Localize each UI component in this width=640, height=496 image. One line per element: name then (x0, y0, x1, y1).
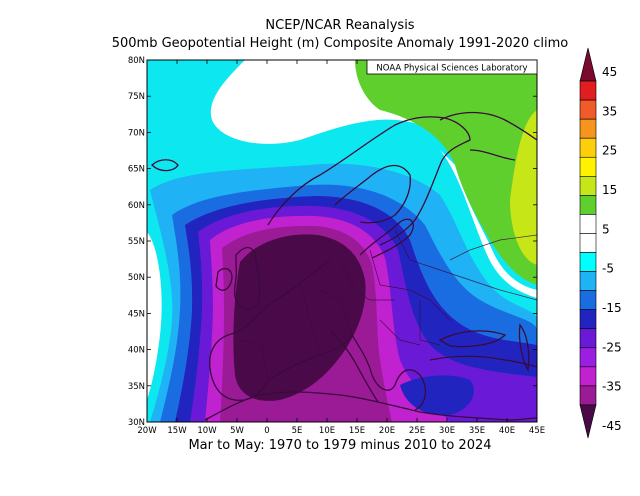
colorbar-swatch (579, 271, 597, 291)
colorbar-swatch (579, 252, 597, 272)
colorbar-label: 15 (602, 183, 617, 197)
colorbar-swatch (579, 328, 597, 349)
colorbar-swatch (579, 176, 597, 196)
lon-label: 10E (319, 426, 335, 436)
colorbar-swatch (579, 366, 597, 387)
lat-label: 45N (128, 309, 145, 319)
colorbar-swatch (579, 156, 597, 177)
lon-label: 15W (167, 426, 187, 436)
chart-footer: Mar to May: 1970 to 1979 minus 2010 to 2… (188, 438, 492, 453)
lon-label: 15E (349, 426, 365, 436)
lon-label: 40E (499, 426, 515, 436)
colorbar-swatch (579, 47, 597, 82)
credit-text: NOAA Physical Sciences Laboratory (376, 64, 527, 74)
contour-fill-minus30-se (400, 375, 474, 416)
lat-label: 35N (128, 382, 145, 392)
colorbar-swatch (579, 309, 597, 330)
anomaly-field (147, 60, 537, 422)
colorbar-swatch (579, 233, 597, 253)
lat-label: 40N (128, 346, 145, 356)
lat-label: 55N (128, 237, 145, 247)
colorbar-label: -45 (602, 419, 622, 433)
lat-label: 30N (128, 418, 145, 428)
colorbar-label: -35 (602, 380, 622, 394)
lon-label: 35E (469, 426, 485, 436)
colorbar-label: -15 (602, 301, 622, 315)
colorbar-label: 25 (602, 144, 617, 158)
country-borders (239, 229, 537, 381)
colorbar-swatch (579, 137, 597, 158)
credit-box (366, 59, 538, 75)
lon-label: 10W (197, 426, 217, 436)
chart-title: NCEP/NCAR Reanalysis (265, 18, 415, 33)
lon-label: 5W (230, 426, 244, 436)
contour-fill-plus10 (355, 60, 537, 285)
lon-label: 30E (439, 426, 455, 436)
lat-label: 60N (128, 201, 145, 211)
lat-label: 65N (128, 165, 145, 175)
colorbar: 45 35 25 15 5 -5 -15 -25 -35 -45 (579, 47, 622, 439)
colorbar-swatch (579, 118, 597, 139)
chart-subtitle: 500mb Geopotential Height (m) Composite … (111, 36, 569, 51)
colorbar-swatch (579, 290, 597, 310)
colorbar-label: -25 (602, 340, 622, 354)
axis-ticks (146, 59, 538, 423)
latitude-labels: 80N 75N 70N 65N 60N 55N 50N 45N 40N 35N 30N (128, 56, 145, 428)
colorbar-label: 45 (602, 65, 617, 79)
lat-label: 80N (128, 56, 145, 66)
lon-label: 0 (264, 426, 269, 436)
lat-label: 50N (128, 273, 145, 283)
colorbar-swatch (579, 347, 597, 368)
contour-fill-plus20 (510, 110, 537, 265)
lon-label: 20E (379, 426, 395, 436)
longitude-labels: 20W 15W 10W 5W 0 5E 10E 15E 20E 25E 30E 35E 40E 45E (137, 426, 545, 436)
lon-label: 5E (292, 426, 303, 436)
colorbar-swatch (579, 214, 597, 234)
colorbar-swatch (579, 80, 597, 101)
contour-fill-zero-west (147, 232, 162, 400)
colorbar-label: 5 (602, 222, 610, 236)
colorbar-swatch (579, 195, 597, 215)
lat-label: 70N (128, 128, 145, 138)
lon-label: 25E (409, 426, 425, 436)
colorbar-swatch (579, 99, 597, 120)
lon-label: 20W (137, 426, 157, 436)
colorbar-label: -5 (602, 262, 614, 276)
colorbar-label: 35 (602, 104, 617, 118)
colorbar-swatch (579, 385, 597, 406)
colorbar-swatch (579, 404, 597, 439)
lon-label: 45E (529, 426, 545, 436)
contour-fill-minus50 (233, 234, 366, 401)
lat-label: 75N (128, 92, 145, 102)
